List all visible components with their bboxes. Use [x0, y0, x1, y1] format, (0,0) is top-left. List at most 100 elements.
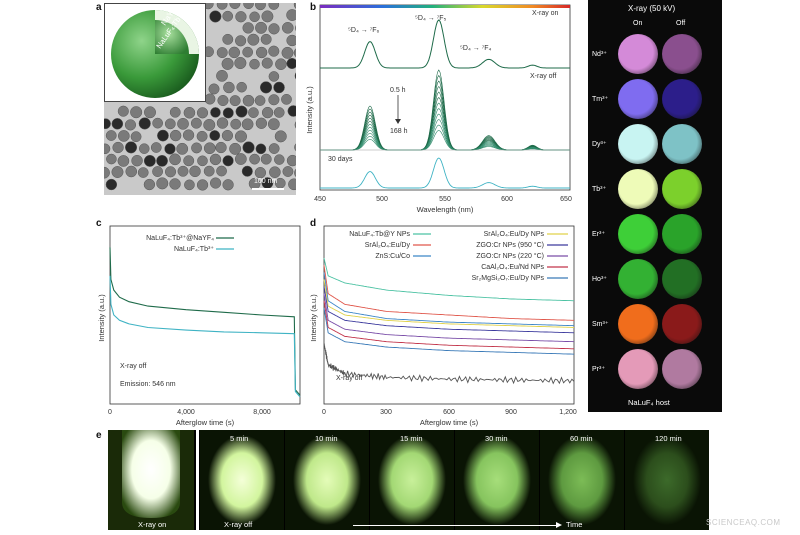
nanoparticle	[152, 166, 163, 177]
spectrum-decay	[320, 74, 570, 151]
d-legend-label: CaAl₂O₄:Eu/Nd NPs	[481, 264, 544, 271]
nanoparticle	[221, 129, 234, 142]
nanoparticle	[229, 95, 241, 107]
d-legend-label: ZnS:Cu/Co	[375, 253, 410, 260]
nanoparticle	[204, 93, 216, 105]
c-xray-off: X-ray off	[120, 363, 146, 370]
nanoparticle	[234, 56, 247, 70]
plot-frame-d	[323, 225, 575, 405]
nanoparticle	[267, 118, 280, 131]
c-series-line	[109, 275, 301, 398]
nanoparticle	[268, 71, 280, 82]
c-xtick: 4,000	[177, 409, 195, 416]
d-legend-label: SrAl₂O₄:Eu/Dy	[365, 242, 411, 249]
ion-label: Er³⁺	[592, 231, 606, 238]
time-start-label: 0.5 h	[390, 87, 406, 94]
xray-on-frame	[108, 430, 194, 530]
nanoparticle	[196, 130, 208, 142]
divider	[196, 430, 199, 530]
nanoparticle	[117, 130, 130, 142]
nanoparticle	[125, 141, 138, 154]
nanoparticle	[255, 143, 267, 155]
d-ylabel: Intensity (a.u.)	[309, 294, 318, 342]
xray-off-label: X-ray off	[530, 73, 556, 80]
time-label: 10 min	[315, 434, 338, 443]
nanoparticle	[261, 106, 274, 119]
nanoparticle	[217, 94, 229, 107]
nanoparticle	[152, 117, 163, 129]
nanoparticle	[105, 130, 117, 141]
b-xtick: 600	[501, 196, 513, 203]
nanoparticle	[242, 22, 254, 34]
nanoparticle	[169, 153, 181, 166]
nanoparticle	[203, 118, 216, 131]
time-label: 15 min	[400, 434, 423, 443]
scale-bar	[252, 188, 284, 190]
nanoparticle	[286, 9, 299, 21]
nanoparticle	[242, 141, 255, 154]
nanoparticle	[216, 0, 228, 10]
ion-label: Ho³⁺	[592, 276, 607, 283]
nanoparticle	[169, 129, 182, 142]
nanoparticle	[209, 10, 222, 23]
nanoparticle	[203, 165, 215, 177]
vial-on	[618, 79, 658, 119]
nanoparticle	[268, 23, 280, 35]
nanoparticle	[269, 166, 281, 178]
core-shell-inset: NaYF₄ NaLuF₄:Tb	[104, 3, 206, 102]
nanoparticle	[209, 153, 222, 166]
vial-off	[662, 214, 702, 254]
d-series-line	[323, 343, 575, 385]
nanoparticle	[208, 83, 220, 95]
nanoparticle	[222, 33, 234, 45]
nanoparticle	[138, 117, 151, 130]
nanoparticle	[235, 35, 247, 47]
d-xray-off: X-ray off	[336, 375, 362, 382]
spectrum-decay	[320, 130, 570, 151]
vial-grid: X-ray (50 kV) On Off Nd³⁺ Tm³⁺ Dy³⁺ Tb³⁺ Er³…	[588, 0, 722, 412]
nanoparticle	[249, 11, 260, 23]
nanoparticle	[249, 153, 260, 165]
panel-c-label: c	[96, 218, 102, 229]
panel-d-label: d	[310, 218, 317, 229]
d-xtick: 0	[322, 409, 326, 416]
nanoparticle	[144, 106, 156, 119]
e-xray-on: X-ray on	[138, 520, 167, 529]
nanoparticle	[138, 143, 150, 154]
ion-label: Tb³⁺	[592, 186, 607, 193]
nanoparticle	[235, 105, 248, 118]
d-legend-label: ZGO:Cr NPs (220 °C)	[476, 252, 544, 260]
nanoparticle	[169, 106, 181, 118]
f-host: NaLuF₄ host	[628, 398, 670, 407]
nanoparticle	[273, 107, 285, 118]
nanoparticle	[112, 141, 124, 154]
nanoparticle	[143, 178, 156, 191]
d-series-line	[323, 293, 575, 343]
nanoparticle	[143, 154, 156, 167]
nanoparticle	[268, 94, 280, 106]
nanoparticle	[286, 34, 298, 47]
d-series-line	[323, 257, 575, 302]
nanoparticle	[229, 0, 241, 9]
vial-on	[618, 259, 658, 299]
spectra-chart: X-ray on X-ray off ⁵D₄ → ⁷F₆ ⁵D₄ → ⁷F₅ ⁵…	[305, 4, 572, 214]
nanoparticle	[222, 10, 234, 22]
nanoparticle	[255, 46, 268, 59]
nanoparticle	[209, 130, 221, 141]
spectrum-xray-on	[320, 19, 570, 69]
nanoparticle	[117, 155, 130, 167]
ion-label: Sm³⁺	[592, 321, 609, 328]
c-series	[109, 247, 301, 398]
nanoparticle	[164, 143, 176, 155]
nanoparticle	[241, 118, 254, 131]
d-legend-label: ZGO:Cr NPs (950 °C)	[476, 241, 544, 249]
peak-label-3: ⁵D₄ → ⁷F₄	[460, 45, 492, 52]
spectrum-decay	[320, 97, 570, 151]
nanoparticle	[255, 21, 268, 34]
core-shell-sphere: NaYF₄ NaLuF₄:Tb	[111, 3, 199, 98]
nanoparticle	[222, 107, 234, 119]
d-legend: NaLuF₄:Tb@Y NPs SrAl₂O₄:Eu/Dy ZnS:Cu/Co SrA…	[349, 231, 568, 282]
afterglow-frame	[200, 430, 284, 530]
nanoparticle	[274, 130, 287, 143]
days-label: 30 days	[328, 156, 353, 163]
